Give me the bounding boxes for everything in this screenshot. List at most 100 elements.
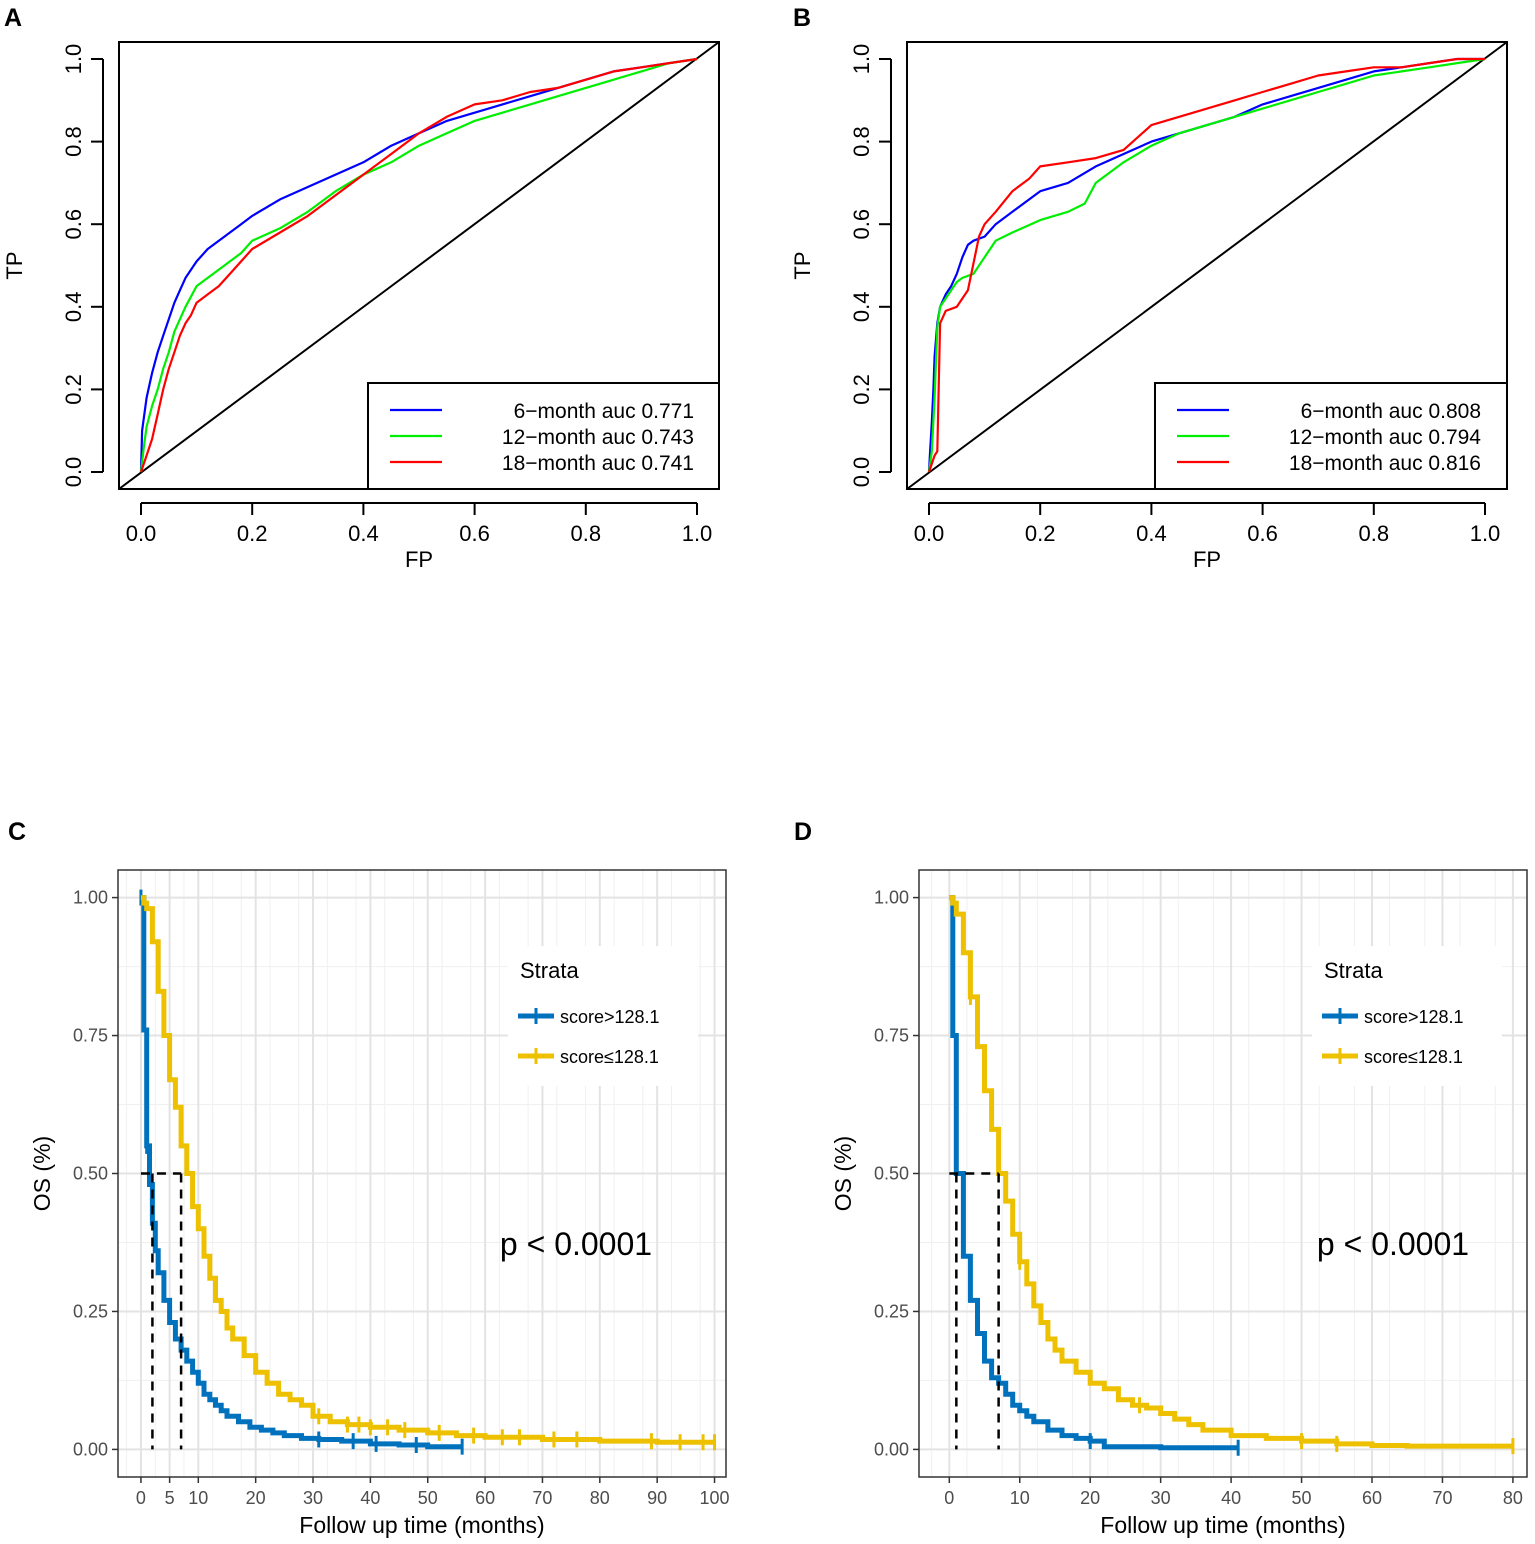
x-tick-label: 80: [590, 1488, 610, 1508]
legend-label: 12−month auc 0.743: [502, 426, 694, 449]
legend-label: 12−month auc 0.794: [1289, 426, 1481, 449]
panel-letter: D: [794, 818, 812, 846]
y-axis-title: OS (%): [29, 1136, 55, 1211]
x-tick-label: 1.0: [1470, 521, 1501, 546]
x-tick-label: 20: [246, 1488, 266, 1508]
roc-series-line: [139, 57, 698, 473]
x-tick-label: 70: [532, 1488, 552, 1508]
x-tick-label: 60: [1362, 1488, 1382, 1508]
legend-label: 18−month auc 0.816: [1289, 452, 1481, 475]
x-tick-label: 0.2: [237, 521, 268, 546]
x-tick-label: 20: [1080, 1488, 1100, 1508]
p-value-annotation: p < 0.0001: [500, 1226, 652, 1262]
legend-label: score≤128.1: [560, 1047, 659, 1067]
x-tick-label: 60: [475, 1488, 495, 1508]
x-tick-label: 0: [944, 1488, 954, 1508]
y-tick-label: 0.0: [61, 457, 86, 488]
roc-series-line: [927, 57, 1485, 473]
legend-label: score>128.1: [1364, 1007, 1464, 1027]
x-axis-title: FP: [405, 547, 433, 572]
y-tick-label: 0.00: [874, 1439, 909, 1459]
x-tick-label: 5: [165, 1488, 175, 1508]
km-curve: [949, 895, 1239, 1451]
y-tick-label: 0.8: [849, 126, 874, 157]
y-tick-label: 0.75: [874, 1026, 909, 1046]
km-curve: [140, 895, 715, 1445]
x-tick-label: 30: [303, 1488, 323, 1508]
x-tick-label: 70: [1432, 1488, 1452, 1508]
y-tick-label: 0.0: [849, 457, 874, 488]
legend-label: score≤128.1: [1364, 1047, 1463, 1067]
x-tick-label: 0.2: [1025, 521, 1056, 546]
x-axis-title: Follow up time (months): [299, 1512, 544, 1538]
roc-diagonal: [906, 41, 1508, 490]
x-tick-label: 1.0: [682, 521, 713, 546]
x-axis-title: Follow up time (months): [1100, 1512, 1345, 1538]
roc-series-line: [927, 57, 1486, 473]
x-tick-label: 10: [188, 1488, 208, 1508]
y-tick-label: 0.4: [61, 292, 86, 323]
y-tick-label: 0.50: [73, 1164, 108, 1184]
y-axis-title: OS (%): [830, 1136, 856, 1211]
x-tick-label: 90: [647, 1488, 667, 1508]
y-tick-label: 0.25: [73, 1301, 108, 1321]
x-tick-label: 50: [418, 1488, 438, 1508]
y-tick-label: 1.00: [874, 888, 909, 908]
x-tick-label: 40: [1221, 1488, 1241, 1508]
panel-letter: C: [8, 818, 26, 846]
y-tick-label: 0.50: [874, 1164, 909, 1184]
y-tick-label: 0.2: [849, 374, 874, 405]
x-tick-label: 0.6: [1247, 521, 1278, 546]
legend-label: score>128.1: [560, 1007, 660, 1027]
y-tick-label: 0.00: [73, 1439, 108, 1459]
km-curve: [949, 895, 1513, 1449]
legend: 6−month auc 0.808 12−month auc 0.794 18−mo…: [1154, 382, 1508, 490]
x-tick-label: 80: [1503, 1488, 1523, 1508]
p-value-annotation: p < 0.0001: [1317, 1226, 1469, 1262]
panel-letter: B: [793, 4, 811, 32]
y-axis-title: TP: [2, 251, 27, 279]
x-tick-label: 0.6: [459, 521, 490, 546]
y-tick-label: 0.4: [849, 292, 874, 323]
legend: 6−month auc 0.771 12−month auc 0.743 18−mo…: [367, 382, 720, 490]
y-tick-label: 0.2: [61, 374, 86, 405]
x-tick-label: 50: [1292, 1488, 1312, 1508]
y-tick-label: 0.75: [73, 1026, 108, 1046]
y-tick-label: 0.6: [849, 209, 874, 240]
legend-label: 6−month auc 0.771: [514, 400, 694, 423]
legend-title: Strata: [1324, 958, 1383, 983]
legend: Strata score>128.1 score≤128.1: [1312, 946, 1502, 1086]
roc-panel-b: B 0.0 0.2 0.4 0.6 0.8 1.0 FP 0.0 0.2 0.4 0.6 0.8 1.0 T…: [790, 4, 1508, 572]
panel-letter: A: [4, 4, 22, 32]
x-tick-label: 0.8: [571, 521, 602, 546]
y-tick-label: 0.25: [874, 1301, 909, 1321]
y-axis-title: TP: [790, 251, 815, 279]
legend-label: 18−month auc 0.741: [502, 452, 694, 475]
y-tick-label: 1.0: [849, 44, 874, 75]
x-axis-title: FP: [1193, 547, 1221, 572]
x-tick-label: 40: [360, 1488, 380, 1508]
legend-label: 6−month auc 0.808: [1301, 400, 1481, 423]
y-tick-label: 0.8: [61, 126, 86, 157]
x-tick-label: 0.4: [1136, 521, 1167, 546]
roc-diagonal: [118, 41, 720, 490]
x-tick-label: 0.0: [914, 521, 945, 546]
x-tick-label: 100: [700, 1488, 730, 1508]
gridlines: [919, 870, 1527, 1477]
y-tick-label: 1.00: [73, 888, 108, 908]
roc-series-line: [139, 57, 698, 473]
x-tick-label: 0.0: [126, 521, 157, 546]
x-tick-label: 10: [1010, 1488, 1030, 1508]
x-tick-label: 0.4: [348, 521, 379, 546]
y-tick-label: 1.0: [61, 44, 86, 75]
x-tick-label: 0.8: [1359, 521, 1390, 546]
roc-panel-a: A 0.0 0.2 0.4 0.6 0.8 1.0 FP 0.0 0.2 0.4 0.6 0.8 1.0 T…: [2, 4, 720, 572]
km-panel-d: D 0 10 20 30 40 50 60 70 80 Follow up time (months…: [794, 818, 1528, 1538]
legend: Strata score>128.1 score≤128.1: [508, 946, 698, 1086]
km-panel-c: C 0 5 10 20 30 40 50 60 70 80 90 100 Follow up time (…: [8, 818, 730, 1538]
x-tick-label: 0: [136, 1488, 146, 1508]
legend-title: Strata: [520, 958, 579, 983]
x-tick-label: 30: [1151, 1488, 1171, 1508]
y-tick-label: 0.6: [61, 209, 86, 240]
